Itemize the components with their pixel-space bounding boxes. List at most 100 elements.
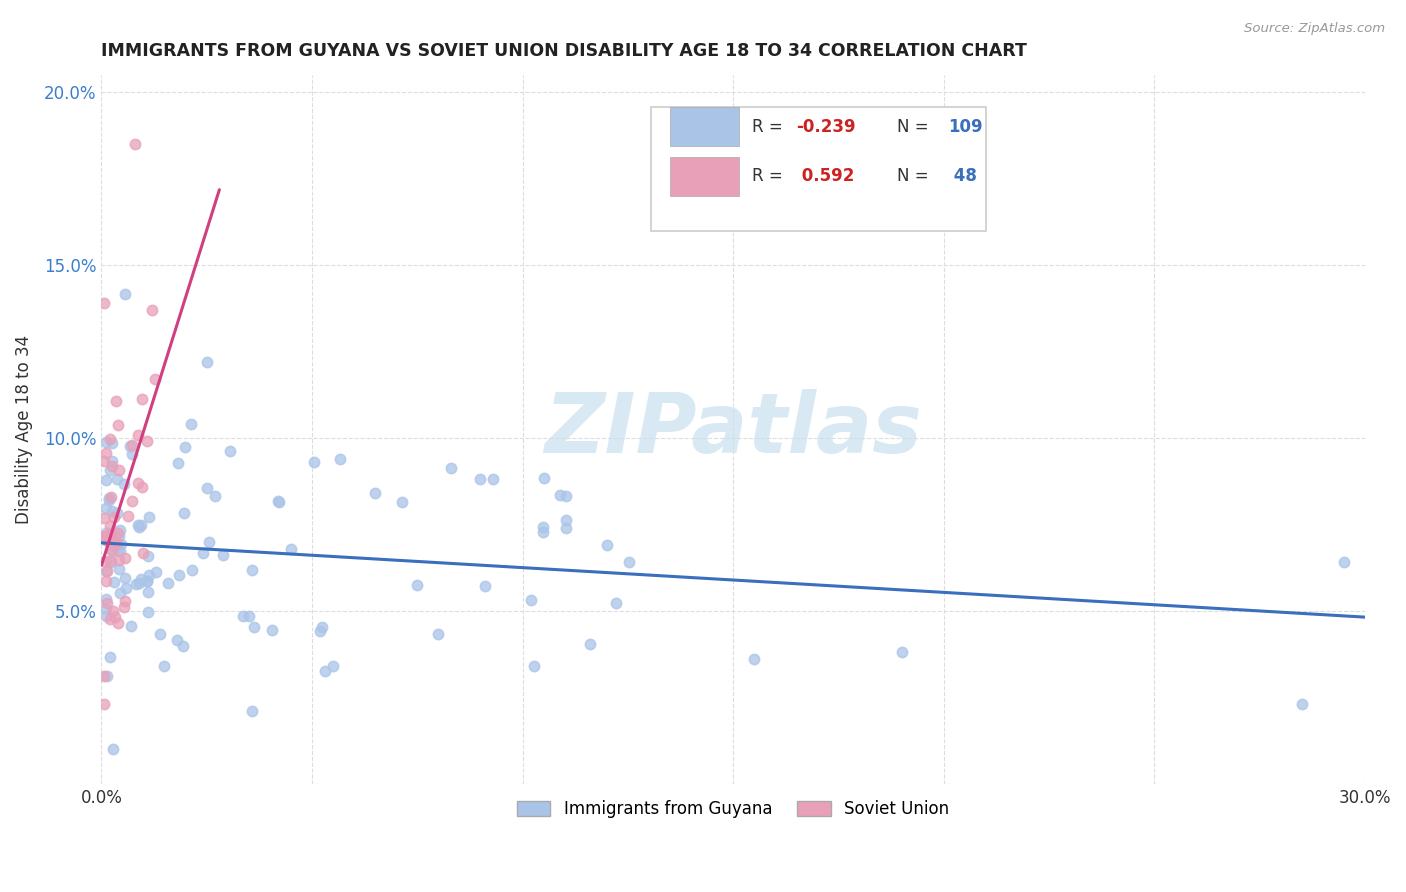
Point	[100, 490, 122, 504]
Point	[114, 571, 136, 585]
Point	[131, 480, 153, 494]
Point	[440, 461, 463, 475]
Point	[96, 435, 118, 450]
Point	[531, 520, 554, 534]
Point	[180, 563, 202, 577]
Point	[128, 575, 150, 590]
Point	[100, 504, 122, 518]
Y-axis label: Disability Age 18 to 34: Disability Age 18 to 34	[15, 334, 32, 524]
Point	[94, 529, 117, 543]
Point	[136, 585, 159, 599]
Point	[96, 669, 118, 683]
Text: R =: R =	[752, 167, 787, 186]
Text: 48: 48	[948, 167, 977, 186]
Point	[118, 439, 141, 453]
Point	[156, 575, 179, 590]
Point	[195, 481, 218, 495]
Point	[240, 704, 263, 718]
Point	[596, 539, 619, 553]
Point	[136, 434, 159, 449]
Point	[94, 554, 117, 568]
Point	[96, 565, 118, 579]
Point	[232, 608, 254, 623]
Text: R =: R =	[752, 118, 787, 136]
Point	[280, 541, 302, 556]
Point	[93, 697, 115, 711]
Point	[136, 605, 159, 619]
Point	[96, 596, 118, 610]
Point	[121, 447, 143, 461]
Point	[96, 533, 118, 547]
Point	[143, 372, 166, 386]
Point	[742, 652, 765, 666]
Point	[107, 541, 129, 556]
Point	[138, 568, 160, 582]
Point	[108, 529, 131, 543]
Point	[98, 432, 121, 446]
Point	[149, 626, 172, 640]
Point	[94, 608, 117, 623]
Point	[94, 564, 117, 578]
Point	[219, 443, 242, 458]
Point	[94, 473, 117, 487]
Point	[470, 471, 492, 485]
Point	[1291, 697, 1313, 711]
Point	[311, 620, 333, 634]
Point	[481, 472, 503, 486]
Point	[173, 507, 195, 521]
Point	[145, 565, 167, 579]
Point	[108, 544, 131, 558]
Point	[94, 602, 117, 616]
Point	[100, 526, 122, 541]
Point	[105, 535, 128, 549]
Point	[322, 659, 344, 673]
Point	[167, 568, 190, 582]
Point	[406, 578, 429, 592]
Point	[107, 525, 129, 540]
Point	[93, 511, 115, 525]
Point	[101, 436, 124, 450]
Legend: Immigrants from Guyana, Soviet Union: Immigrants from Guyana, Soviet Union	[510, 794, 956, 825]
Point	[117, 509, 139, 524]
Point	[211, 549, 233, 563]
Point	[391, 494, 413, 508]
Bar	[669, 157, 740, 195]
Point	[114, 593, 136, 607]
Point	[174, 440, 197, 454]
Point	[302, 455, 325, 469]
Point	[166, 633, 188, 648]
Point	[128, 520, 150, 534]
Text: Source: ZipAtlas.com: Source: ZipAtlas.com	[1244, 22, 1385, 36]
Point	[136, 549, 159, 563]
Point	[114, 551, 136, 566]
Point	[115, 581, 138, 595]
Point	[554, 512, 576, 526]
Point	[98, 612, 121, 626]
Text: -0.239: -0.239	[796, 118, 856, 136]
Point	[554, 489, 576, 503]
Point	[167, 456, 190, 470]
Point	[98, 554, 121, 568]
Point	[121, 438, 143, 452]
Point	[108, 562, 131, 576]
Point	[519, 593, 541, 607]
Point	[112, 476, 135, 491]
Point	[100, 555, 122, 569]
Point	[93, 296, 115, 310]
Point	[107, 463, 129, 477]
Point	[172, 640, 194, 654]
Point	[474, 579, 496, 593]
Point	[93, 529, 115, 543]
Point	[107, 472, 129, 486]
Bar	[669, 107, 740, 146]
Point	[238, 608, 260, 623]
Point	[98, 492, 121, 507]
Point	[267, 493, 290, 508]
Point	[98, 491, 121, 505]
Point	[125, 576, 148, 591]
Point	[131, 392, 153, 406]
Point	[619, 555, 641, 569]
Point	[101, 542, 124, 557]
Point	[129, 572, 152, 586]
Point	[101, 544, 124, 558]
